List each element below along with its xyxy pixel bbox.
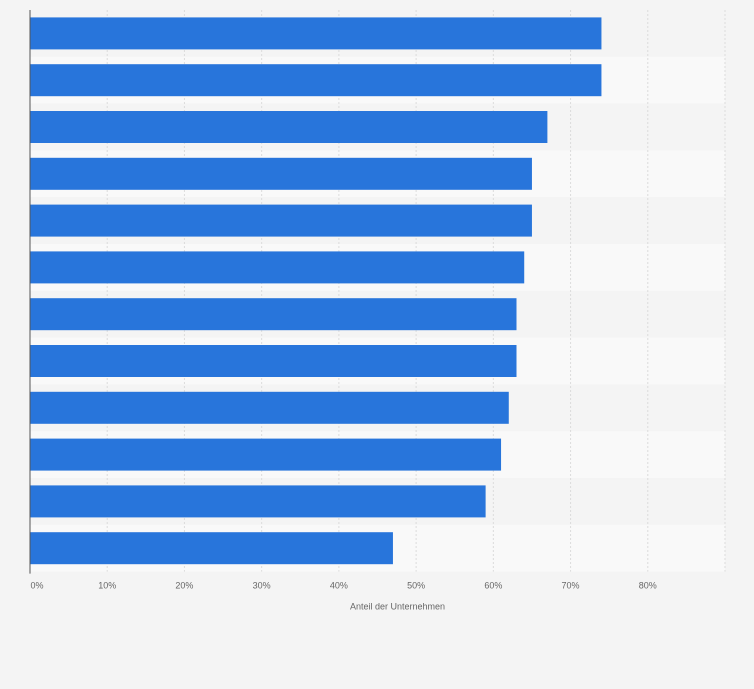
x-tick-label: 0% [30, 581, 43, 591]
x-tick-label: 80% [639, 581, 657, 591]
x-tick-label: 60% [484, 581, 502, 591]
bar[interactable] [30, 391, 509, 424]
x-tick-label: 10% [98, 581, 116, 591]
bar[interactable] [30, 485, 486, 518]
x-axis-ticks: 0% 10% 20% 30% 40% 50% 60% 70% 80% [30, 581, 656, 591]
bars [30, 17, 602, 565]
x-tick-label: 20% [175, 581, 193, 591]
x-tick-label: 40% [330, 581, 348, 591]
x-tick-label: 50% [407, 581, 425, 591]
bar[interactable] [30, 17, 602, 50]
bar[interactable] [30, 438, 502, 471]
bar[interactable] [30, 111, 548, 143]
bar[interactable] [30, 157, 532, 190]
x-axis-title: Anteil der Unternehmen [350, 602, 445, 612]
bar[interactable] [30, 532, 393, 565]
gridlines [106, 10, 726, 572]
bar[interactable] [30, 345, 517, 377]
bar[interactable] [30, 298, 517, 331]
bar[interactable] [30, 64, 602, 97]
bar[interactable] [30, 204, 532, 237]
bar[interactable] [30, 251, 525, 284]
x-tick-label: 30% [253, 581, 271, 591]
x-tick-label: 70% [562, 581, 580, 591]
